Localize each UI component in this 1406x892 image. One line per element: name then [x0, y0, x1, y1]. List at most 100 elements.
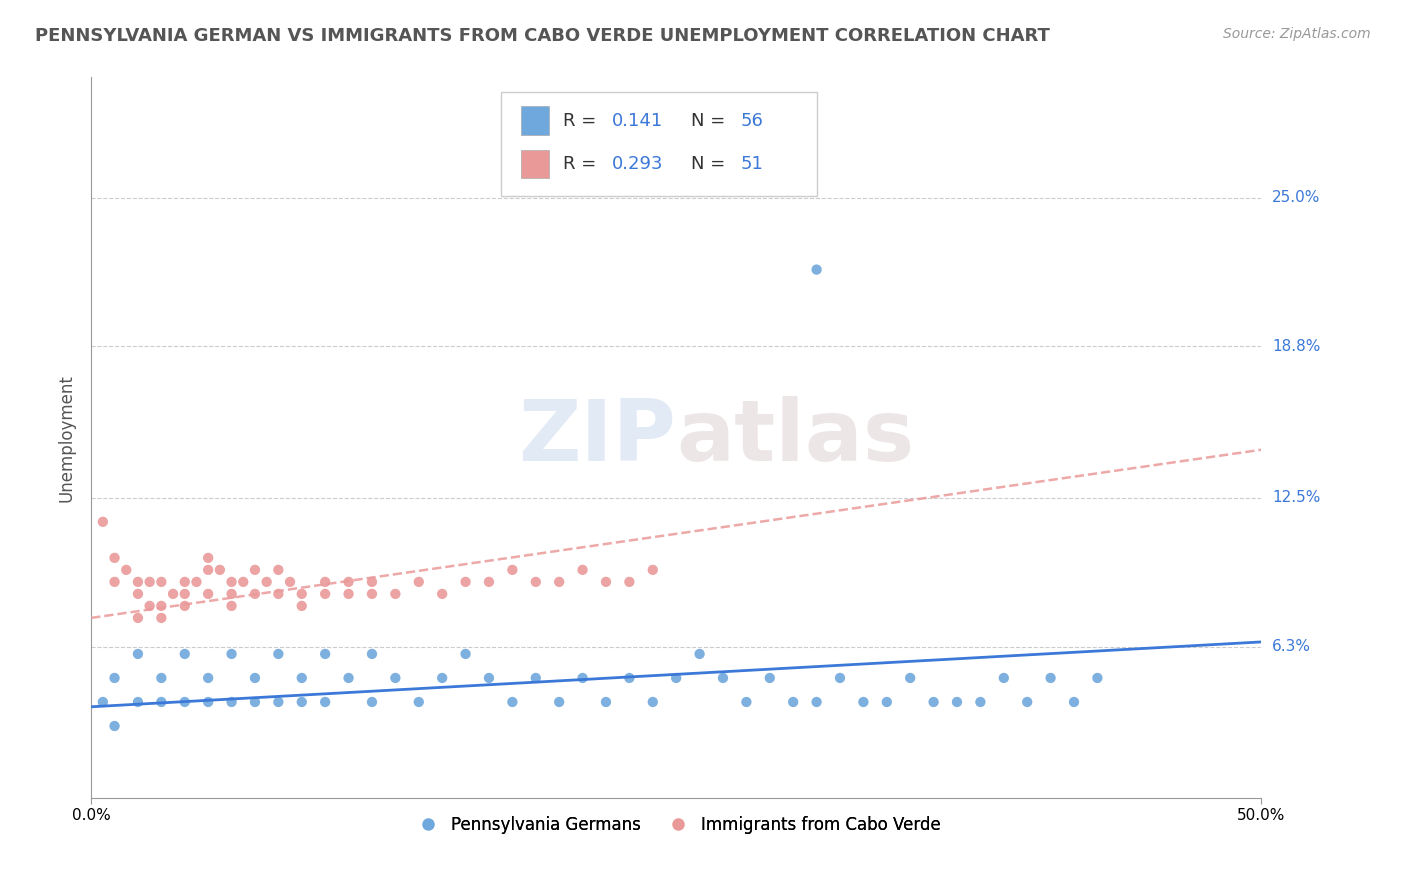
FancyBboxPatch shape — [501, 92, 817, 196]
Point — [221, 599, 243, 613]
Point — [548, 695, 571, 709]
Point — [267, 587, 290, 601]
Point — [524, 671, 547, 685]
Text: 56: 56 — [741, 112, 763, 129]
Point — [208, 563, 231, 577]
Point — [186, 574, 208, 589]
Point — [361, 647, 384, 661]
Point — [361, 587, 384, 601]
Text: 0.141: 0.141 — [612, 112, 664, 129]
Point — [221, 647, 243, 661]
Point — [173, 587, 195, 601]
Point — [782, 695, 804, 709]
Point — [454, 647, 477, 661]
Point — [759, 671, 782, 685]
Point — [243, 587, 266, 601]
Point — [430, 671, 453, 685]
Point — [127, 574, 149, 589]
Point — [291, 599, 314, 613]
Point — [127, 647, 149, 661]
Point — [876, 695, 898, 709]
Point — [689, 647, 711, 661]
Point — [619, 671, 641, 685]
Point — [828, 671, 851, 685]
Point — [150, 574, 173, 589]
Point — [1039, 671, 1062, 685]
Point — [619, 574, 641, 589]
Point — [127, 695, 149, 709]
Point — [103, 719, 125, 733]
FancyBboxPatch shape — [520, 106, 548, 135]
Point — [595, 695, 617, 709]
Point — [278, 574, 301, 589]
Point — [91, 695, 114, 709]
Point — [571, 563, 593, 577]
Point — [103, 574, 125, 589]
Point — [314, 587, 336, 601]
Point — [243, 671, 266, 685]
Point — [501, 695, 523, 709]
Point — [852, 695, 875, 709]
Point — [454, 574, 477, 589]
Text: 51: 51 — [741, 155, 763, 173]
Point — [1063, 695, 1085, 709]
Point — [173, 574, 195, 589]
Point — [1087, 671, 1109, 685]
Point — [337, 671, 360, 685]
Point — [337, 587, 360, 601]
Point — [267, 563, 290, 577]
Point — [150, 695, 173, 709]
Text: PENNSYLVANIA GERMAN VS IMMIGRANTS FROM CABO VERDE UNEMPLOYMENT CORRELATION CHART: PENNSYLVANIA GERMAN VS IMMIGRANTS FROM C… — [35, 27, 1050, 45]
Point — [103, 671, 125, 685]
Point — [138, 574, 160, 589]
Text: 0.293: 0.293 — [612, 155, 664, 173]
Point — [127, 611, 149, 625]
Text: Source: ZipAtlas.com: Source: ZipAtlas.com — [1223, 27, 1371, 41]
Text: 6.3%: 6.3% — [1272, 640, 1312, 654]
Point — [806, 695, 828, 709]
Point — [291, 671, 314, 685]
Point — [524, 574, 547, 589]
Point — [138, 599, 160, 613]
Point — [267, 647, 290, 661]
Point — [127, 587, 149, 601]
Point — [150, 599, 173, 613]
Point — [408, 695, 430, 709]
Point — [993, 671, 1015, 685]
Point — [665, 671, 688, 685]
Point — [430, 587, 453, 601]
Point — [291, 587, 314, 601]
Point — [898, 671, 921, 685]
Point — [91, 515, 114, 529]
Point — [243, 563, 266, 577]
Point — [243, 695, 266, 709]
Text: R =: R = — [562, 112, 602, 129]
Point — [314, 574, 336, 589]
Point — [337, 574, 360, 589]
Text: 12.5%: 12.5% — [1272, 491, 1320, 505]
Point — [162, 587, 184, 601]
Point — [115, 563, 138, 577]
Point — [256, 574, 278, 589]
Text: 25.0%: 25.0% — [1272, 190, 1320, 205]
Point — [173, 599, 195, 613]
Legend: Pennsylvania Germans, Immigrants from Cabo Verde: Pennsylvania Germans, Immigrants from Ca… — [405, 809, 948, 840]
Point — [946, 695, 969, 709]
Point — [173, 647, 195, 661]
Point — [501, 563, 523, 577]
Point — [291, 695, 314, 709]
Point — [384, 587, 406, 601]
Point — [197, 550, 219, 565]
Point — [221, 574, 243, 589]
Point — [641, 563, 664, 577]
Point — [595, 574, 617, 589]
Text: 18.8%: 18.8% — [1272, 339, 1320, 354]
Point — [806, 262, 828, 277]
Point — [548, 574, 571, 589]
Point — [314, 695, 336, 709]
Point — [103, 550, 125, 565]
Y-axis label: Unemployment: Unemployment — [58, 374, 75, 501]
Point — [478, 574, 501, 589]
Point — [232, 574, 254, 589]
Point — [408, 574, 430, 589]
